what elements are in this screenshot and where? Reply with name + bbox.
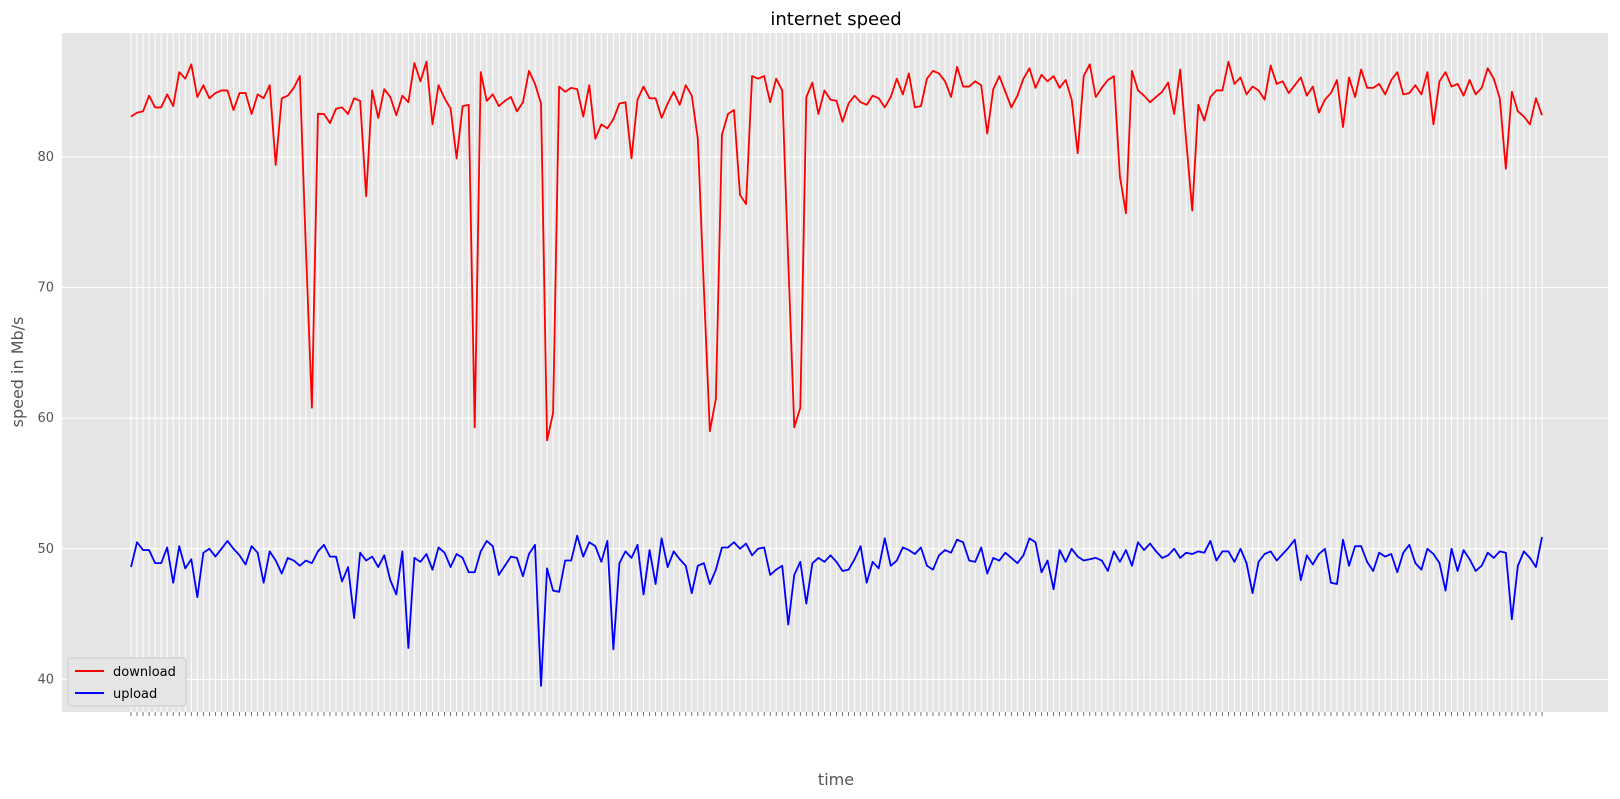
series-lines: [130, 60, 1543, 687]
y-tick-label: 40: [37, 672, 54, 687]
x-gridlines: [130, 33, 1543, 712]
legend-label-download: download: [113, 665, 176, 680]
series-line-download: [130, 60, 1543, 442]
chart-title: internet speed: [770, 9, 901, 30]
y-tick-label: 80: [37, 150, 54, 165]
x-axis-label: time: [818, 770, 854, 789]
y-axis-label: speed in Mb/s: [8, 317, 27, 428]
plot-area: [62, 33, 1608, 712]
series-line-upload: [130, 534, 1543, 687]
y-tick-label: 70: [37, 281, 54, 296]
x-tick-marks: [130, 712, 1543, 716]
y-tick-label: 60: [37, 411, 54, 426]
legend: download upload: [67, 657, 187, 707]
y-tick-labels: 40 50 60 70 80: [37, 150, 54, 687]
legend-label-upload: upload: [113, 687, 157, 702]
y-tick-label: 50: [37, 542, 54, 557]
